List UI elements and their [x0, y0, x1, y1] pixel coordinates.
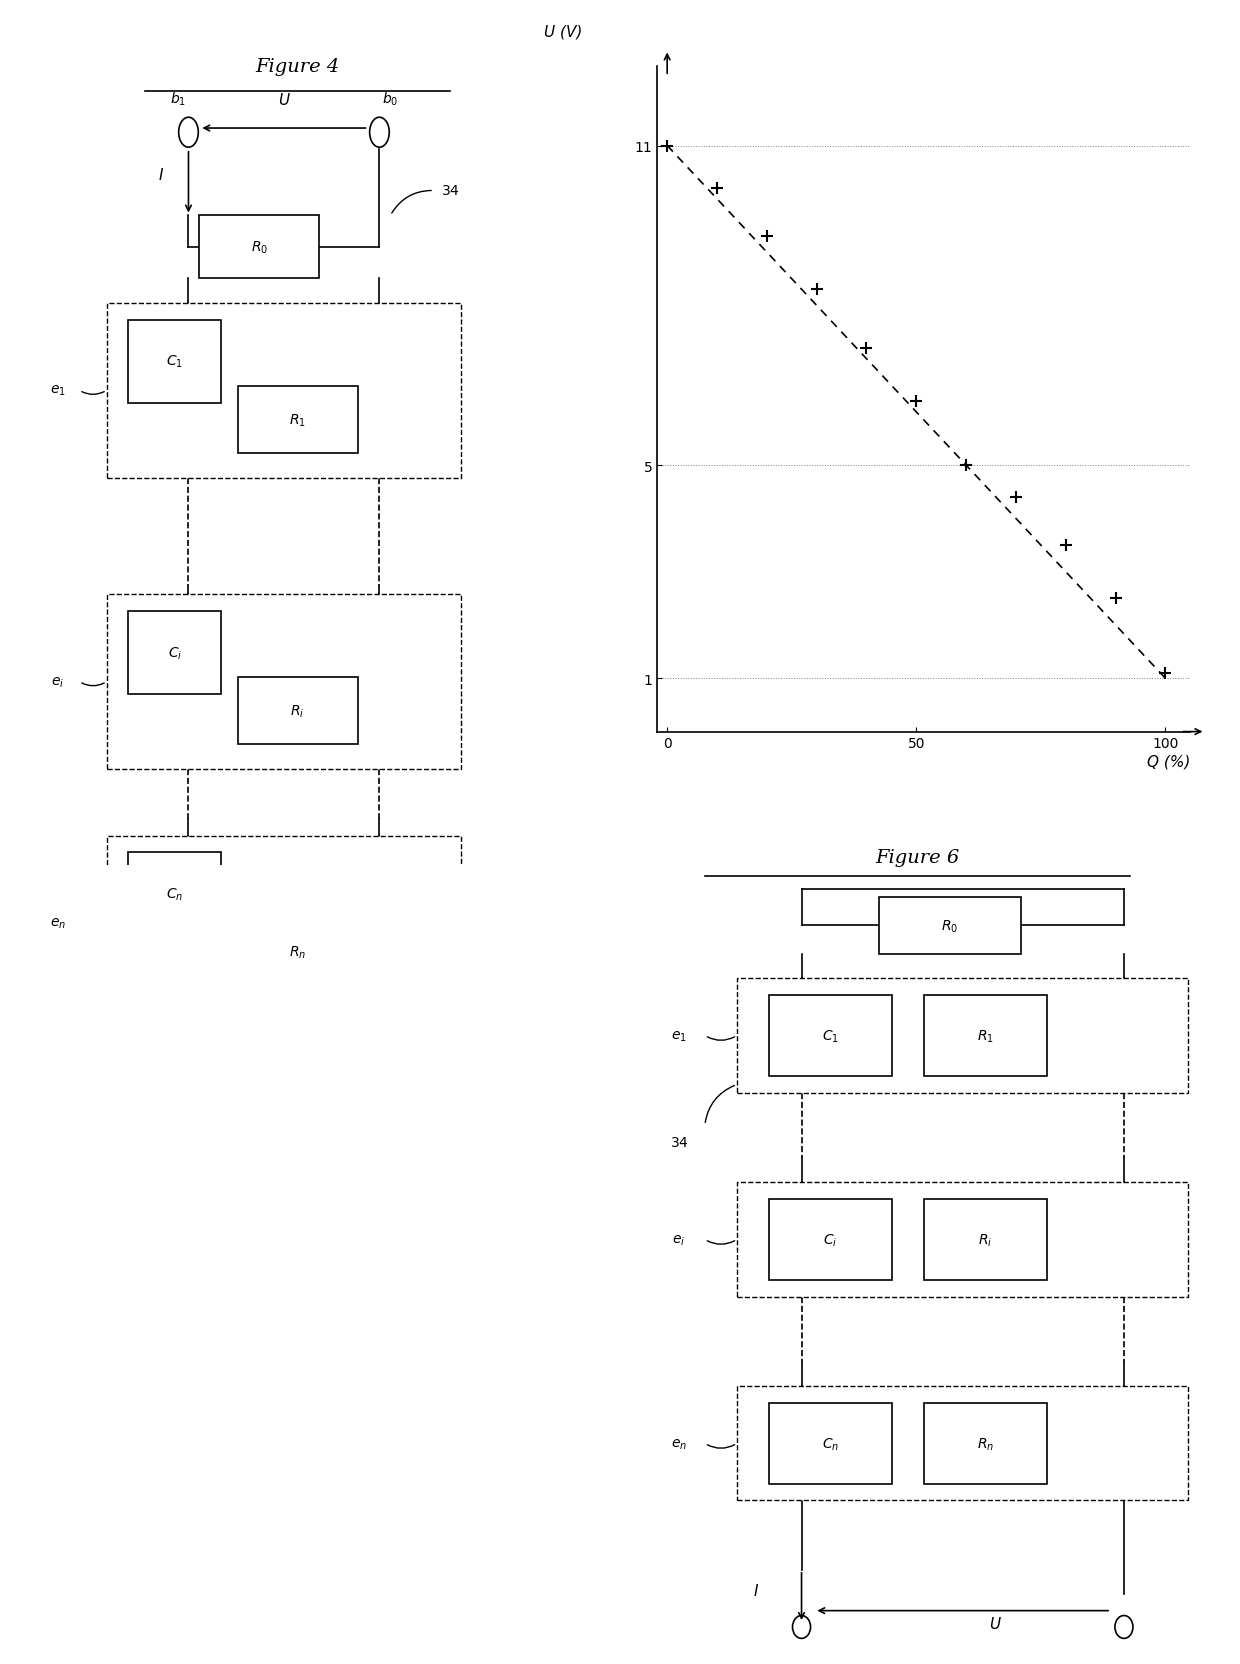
FancyBboxPatch shape — [107, 835, 461, 1010]
Text: $U$: $U$ — [278, 92, 290, 108]
Text: $R_1$: $R_1$ — [977, 1028, 993, 1043]
Text: $R_n$: $R_n$ — [289, 945, 306, 960]
Text: $R_n$: $R_n$ — [977, 1436, 994, 1451]
Text: $e_1$: $e_1$ — [671, 1028, 687, 1043]
FancyBboxPatch shape — [238, 679, 357, 745]
FancyBboxPatch shape — [129, 319, 221, 404]
Text: $C_1$: $C_1$ — [822, 1028, 839, 1043]
FancyBboxPatch shape — [737, 978, 1188, 1093]
Text: $b_0$: $b_0$ — [382, 92, 398, 108]
FancyBboxPatch shape — [924, 1198, 1047, 1281]
FancyBboxPatch shape — [129, 852, 221, 935]
Text: $b_1$: $b_1$ — [170, 92, 186, 108]
Text: $e_1$: $e_1$ — [50, 384, 66, 398]
Text: $I$: $I$ — [159, 166, 164, 183]
FancyBboxPatch shape — [238, 919, 357, 985]
Text: $R_i$: $R_i$ — [978, 1231, 992, 1248]
FancyBboxPatch shape — [107, 303, 461, 478]
Text: $C_n$: $C_n$ — [166, 887, 184, 902]
Text: $R_0$: $R_0$ — [250, 240, 268, 256]
FancyBboxPatch shape — [879, 897, 1021, 955]
Text: $C_i$: $C_i$ — [823, 1231, 838, 1248]
FancyBboxPatch shape — [200, 216, 320, 280]
Text: $I$: $I$ — [754, 1582, 759, 1599]
FancyBboxPatch shape — [737, 1183, 1188, 1296]
Text: $R_1$: $R_1$ — [289, 413, 306, 428]
FancyBboxPatch shape — [107, 596, 461, 769]
Text: $e_i$: $e_i$ — [672, 1233, 686, 1246]
FancyBboxPatch shape — [924, 1403, 1047, 1484]
FancyBboxPatch shape — [769, 995, 892, 1077]
Text: Figure 4: Figure 4 — [255, 58, 340, 77]
FancyBboxPatch shape — [129, 611, 221, 696]
Text: $C_n$: $C_n$ — [822, 1436, 839, 1451]
Text: $e_i$: $e_i$ — [51, 676, 64, 689]
Y-axis label: U (V): U (V) — [544, 25, 583, 40]
Text: $U$: $U$ — [988, 1616, 1002, 1631]
Text: $e_n$: $e_n$ — [671, 1436, 687, 1451]
FancyBboxPatch shape — [737, 1386, 1188, 1501]
Text: $R_i$: $R_i$ — [290, 704, 305, 719]
FancyBboxPatch shape — [238, 388, 357, 453]
Text: $C_i$: $C_i$ — [167, 646, 182, 661]
Text: $C_1$: $C_1$ — [166, 354, 184, 369]
FancyBboxPatch shape — [769, 1198, 892, 1281]
Text: $R_0$: $R_0$ — [941, 917, 959, 934]
X-axis label: Q (%): Q (%) — [1147, 754, 1190, 769]
Text: $34$: $34$ — [670, 1135, 688, 1148]
FancyBboxPatch shape — [769, 1403, 892, 1484]
Text: Figure 6: Figure 6 — [875, 849, 960, 867]
Text: $34$: $34$ — [441, 185, 460, 198]
Text: $e_n$: $e_n$ — [50, 917, 66, 930]
FancyBboxPatch shape — [924, 995, 1047, 1077]
